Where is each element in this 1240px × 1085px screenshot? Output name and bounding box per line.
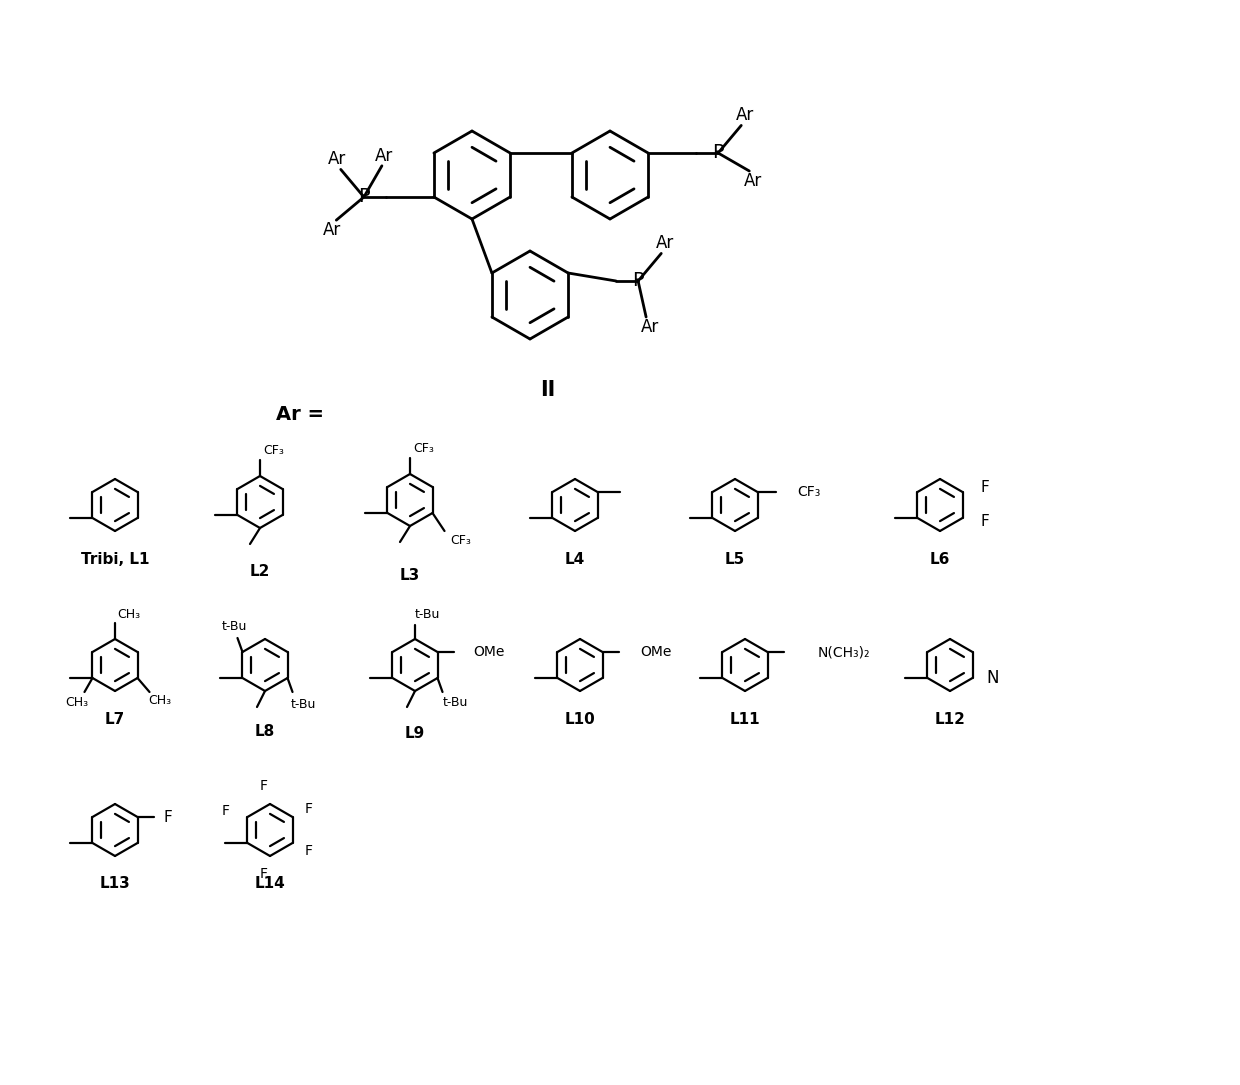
Text: L5: L5 — [725, 551, 745, 566]
Text: CF₃: CF₃ — [264, 444, 284, 457]
Text: L12: L12 — [935, 712, 966, 727]
Text: Ar: Ar — [744, 173, 763, 190]
Text: CH₃: CH₃ — [64, 695, 88, 709]
Text: F: F — [164, 809, 172, 825]
Text: t-Bu: t-Bu — [443, 695, 469, 709]
Text: P: P — [632, 271, 644, 291]
Text: P: P — [712, 143, 724, 163]
Text: Ar: Ar — [327, 151, 346, 168]
Text: L14: L14 — [254, 877, 285, 892]
Text: Ar: Ar — [737, 106, 754, 125]
Text: t-Bu: t-Bu — [414, 609, 440, 622]
Text: N(CH₃)₂: N(CH₃)₂ — [817, 644, 870, 659]
Text: F: F — [980, 514, 988, 529]
Text: L4: L4 — [565, 551, 585, 566]
Text: L2: L2 — [249, 564, 270, 579]
Text: CH₃: CH₃ — [118, 609, 140, 622]
Text: F: F — [305, 844, 312, 858]
Text: CH₃: CH₃ — [148, 693, 171, 706]
Text: CF₃: CF₃ — [797, 485, 821, 499]
Text: F: F — [305, 802, 312, 816]
Text: F: F — [260, 779, 268, 793]
Text: F: F — [980, 481, 988, 496]
Text: Ar: Ar — [374, 146, 393, 165]
Text: L3: L3 — [399, 569, 420, 584]
Text: OMe: OMe — [641, 644, 672, 659]
Text: F: F — [260, 867, 268, 881]
Text: F: F — [222, 804, 229, 818]
Text: CF₃: CF₃ — [414, 442, 434, 455]
Text: II: II — [541, 380, 556, 400]
Text: Ar =: Ar = — [277, 406, 324, 424]
Text: t-Bu: t-Bu — [222, 620, 247, 633]
Text: L8: L8 — [255, 724, 275, 739]
Text: L7: L7 — [105, 712, 125, 727]
Text: Tribi, L1: Tribi, L1 — [81, 551, 149, 566]
Text: N: N — [986, 669, 998, 687]
Text: L13: L13 — [99, 877, 130, 892]
Text: L9: L9 — [405, 726, 425, 740]
Text: P: P — [358, 188, 370, 206]
Text: OMe: OMe — [474, 644, 505, 659]
Text: Ar: Ar — [324, 221, 341, 239]
Text: Ar: Ar — [656, 234, 675, 253]
Text: CF₃: CF₃ — [450, 534, 471, 547]
Text: L6: L6 — [930, 551, 950, 566]
Text: L11: L11 — [729, 712, 760, 727]
Text: L10: L10 — [564, 712, 595, 727]
Text: Ar: Ar — [641, 318, 660, 336]
Text: t-Bu: t-Bu — [291, 698, 316, 711]
